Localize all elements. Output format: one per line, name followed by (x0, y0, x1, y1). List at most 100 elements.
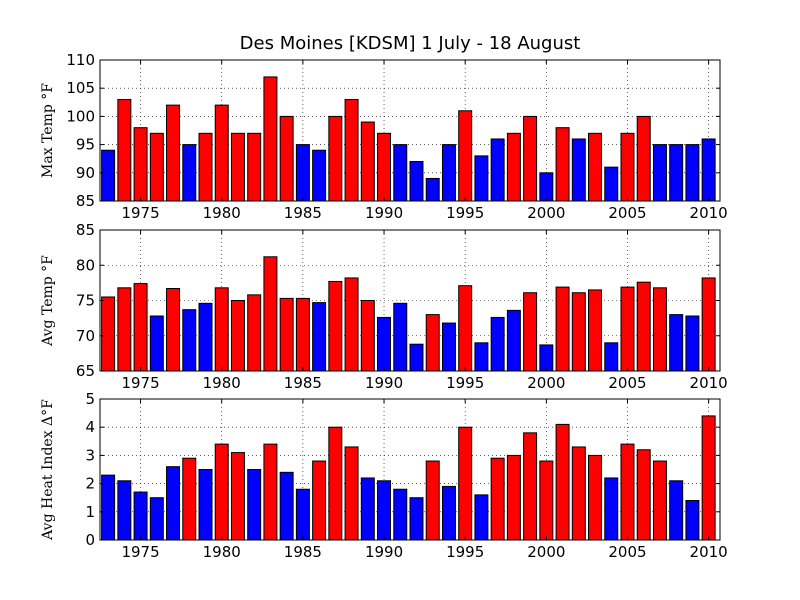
x-tick-label: 1995 (446, 204, 484, 222)
bar-1981: 1981: 3.1 (230, 452, 245, 541)
bar-2008: 2008: 2.1 (669, 480, 684, 541)
bar-1994: 1994: 71.8 (441, 322, 456, 372)
bar-1985: 1985: 95 (295, 144, 310, 202)
bar-1974: 1974: 76.8 (117, 287, 132, 372)
bar-1991: 1991: 74.6 (393, 302, 408, 372)
bar-1988: 1988: 103 (344, 98, 359, 202)
bar-2004: 2004: 69 (604, 342, 619, 372)
bar-1986: 1986: 94 (312, 149, 327, 202)
bar-2006: 2006: 77.6 (636, 281, 651, 372)
bar-2004: 2004: 2.2 (604, 477, 619, 541)
bar-2003: 2003: 76.5 (588, 289, 603, 372)
bar-1990: 1990: 72.6 (377, 316, 392, 372)
bar-2000: 2000: 2.8 (539, 460, 554, 541)
chart-title: Des Moines [KDSM] 1 July - 18 August (240, 33, 581, 54)
chart-panels: 1973: 941974: 1031975: 981976: 971977: 1… (40, 51, 728, 561)
bar-1979: 1979: 2.5 (198, 469, 213, 541)
bar-1978: 1978: 2.9 (182, 457, 197, 541)
x-tick-label: 1980 (203, 204, 241, 222)
bar-1994: 1994: 1.9 (441, 485, 456, 541)
y-tick-label: 110 (66, 51, 95, 69)
bar-2000: 2000: 90 (539, 172, 554, 202)
x-tick-label: 1995 (446, 543, 484, 561)
x-tick-label: 1975 (121, 543, 159, 561)
y-tick-label: 85 (76, 221, 95, 239)
bar-1984: 1984: 2.4 (279, 471, 294, 541)
bar-1985: 1985: 1.8 (295, 488, 310, 541)
y-tick-label: 70 (76, 327, 95, 345)
y-axis-label: Max Temp °F (40, 83, 56, 178)
bar-2009: 2009: 95 (685, 144, 700, 202)
x-tick-label: 2005 (608, 374, 646, 392)
panel-1: 1973: 941974: 1031975: 981976: 971977: 1… (40, 51, 728, 222)
y-tick-label: 1 (85, 503, 95, 521)
x-tick-label: 2000 (527, 374, 565, 392)
bar-1984: 1984: 100 (279, 115, 294, 202)
x-tick-label: 1980 (203, 543, 241, 561)
bar-1990: 1990: 97 (377, 132, 392, 202)
bar-2007: 2007: 2.8 (652, 460, 667, 541)
bar-2009: 2009: 72.8 (685, 315, 700, 372)
y-axis-label: Avg Temp °F (40, 255, 56, 347)
bar-1988: 1988: 78.2 (344, 277, 359, 372)
bar-1975: 1975: 77.4 (133, 283, 148, 372)
bar-1979: 1979: 97 (198, 132, 213, 202)
bar-1985: 1985: 75.3 (295, 297, 310, 372)
bar-1973: 1973: 75.5 (101, 296, 116, 372)
y-tick-label: 105 (66, 79, 95, 97)
bar-1982: 1982: 75.8 (247, 294, 262, 372)
bar-1977: 1977: 2.6 (166, 466, 181, 541)
x-tick-label: 2000 (527, 543, 565, 561)
bar-2003: 2003: 3 (588, 454, 603, 541)
bar-1975: 1975: 98 (133, 127, 148, 202)
y-tick-label: 0 (85, 531, 95, 549)
bar-2001: 2001: 4.1 (555, 423, 570, 541)
bar-1990: 1990: 2.1 (377, 480, 392, 541)
bar-1988: 1988: 3.3 (344, 446, 359, 541)
bar-1993: 1993: 2.8 (425, 460, 440, 541)
bar-1980: 1980: 3.4 (214, 443, 229, 541)
bar-1989: 1989: 75 (360, 300, 375, 372)
panel-2: 1973: 75.51974: 76.81975: 77.41976: 72.8… (40, 221, 728, 392)
bar-1989: 1989: 2.2 (360, 477, 375, 541)
bar-1974: 1974: 103 (117, 98, 132, 202)
x-tick-label: 1985 (284, 204, 322, 222)
bar-1999: 1999: 76.1 (523, 292, 538, 372)
bar-1973: 1973: 94 (101, 149, 116, 202)
bar-1973: 1973: 2.3 (101, 474, 116, 541)
bar-2003: 2003: 97 (588, 132, 603, 202)
bar-1993: 1993: 89 (425, 177, 440, 202)
x-tick-label: 2010 (690, 543, 728, 561)
bar-1980: 1980: 102 (214, 104, 229, 202)
y-tick-label: 75 (76, 292, 95, 310)
bar-1987: 1987: 100 (328, 115, 343, 202)
bar-2007: 2007: 76.8 (652, 287, 667, 372)
bar-1983: 1983: 81.2 (263, 256, 278, 372)
bar-2007: 2007: 95 (652, 144, 667, 202)
bar-1983: 1983: 107 (263, 76, 278, 202)
bar-1991: 1991: 1.8 (393, 488, 408, 541)
bar-2005: 2005: 76.9 (620, 286, 635, 372)
bar-2002: 2002: 3.3 (571, 446, 586, 541)
bar-1982: 1982: 2.5 (247, 469, 262, 541)
y-tick-label: 95 (76, 136, 95, 154)
y-tick-label: 65 (76, 362, 95, 380)
x-tick-label: 2005 (608, 543, 646, 561)
bar-1993: 1993: 73 (425, 314, 440, 372)
bar-1975: 1975: 1.7 (133, 491, 148, 541)
bar-1997: 1997: 72.6 (490, 316, 505, 372)
bar-1995: 1995: 101 (458, 110, 473, 202)
y-tick-label: 80 (76, 256, 95, 274)
bar-2010: 2010: 4.4 (701, 415, 716, 541)
bar-1978: 1978: 73.7 (182, 309, 197, 372)
bar-2009: 2009: 1.4 (685, 500, 700, 541)
bar-1986: 1986: 2.8 (312, 460, 327, 541)
bar-1976: 1976: 72.8 (149, 315, 164, 372)
x-tick-label: 1980 (203, 374, 241, 392)
bar-1996: 1996: 1.6 (474, 494, 489, 541)
x-tick-label: 1990 (365, 543, 403, 561)
bar-2008: 2008: 95 (669, 144, 684, 202)
bar-1977: 1977: 76.7 (166, 288, 181, 372)
bar-2006: 2006: 3.2 (636, 449, 651, 541)
